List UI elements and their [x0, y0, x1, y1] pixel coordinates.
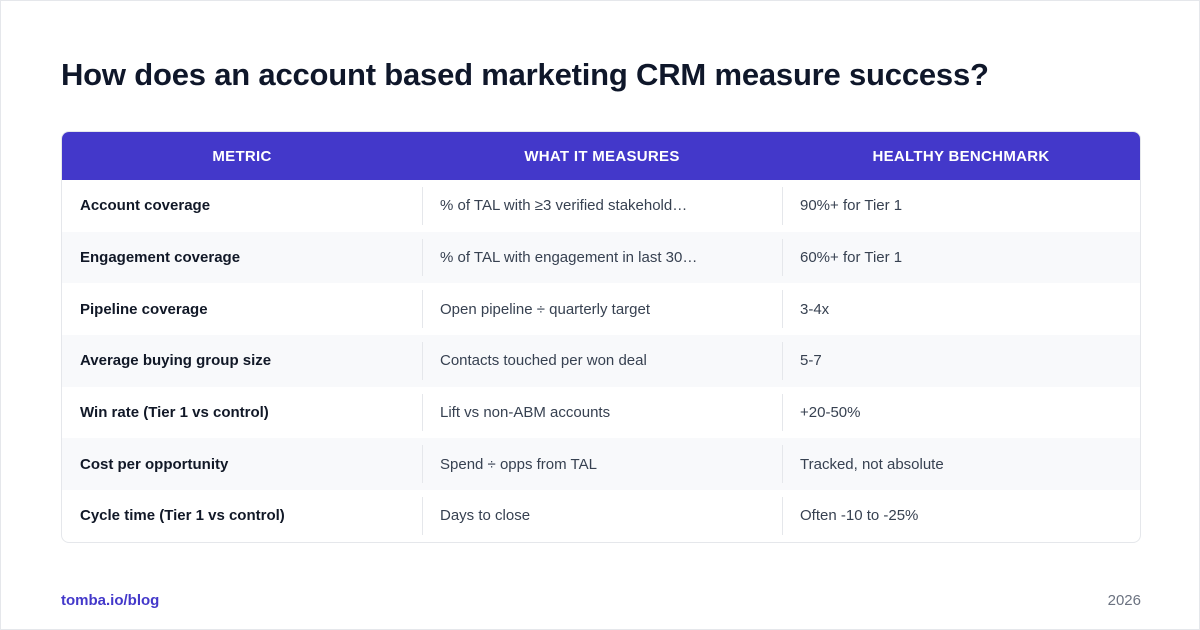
year-label: 2026: [1107, 592, 1141, 609]
benchmark-cell: Often -10 to -25%: [782, 490, 1140, 542]
table-row: Cost per opportunity Spend ÷ opps from T…: [62, 438, 1140, 491]
column-header-metric: METRIC: [212, 147, 272, 165]
table-row: Engagement coverage % of TAL with engage…: [62, 231, 1140, 284]
table-row: Pipeline coverage Open pipeline ÷ quarte…: [62, 283, 1140, 335]
metric-cell: Engagement coverage: [80, 249, 241, 267]
metric-cell: Account coverage: [80, 197, 211, 215]
metric-cell: Pipeline coverage: [80, 300, 208, 318]
metric-cell: Cost per opportunity: [80, 455, 229, 473]
measure-cell: Contacts touched per won deal: [422, 335, 782, 387]
benchmark-cell: 60%+ for Tier 1: [782, 232, 1140, 284]
measure-cell: Spend ÷ opps from TAL: [422, 438, 782, 490]
column-header-what-it-measures: WHAT IT MEASURES: [524, 147, 680, 165]
table-row: Cycle time (Tier 1 vs control) Days to c…: [62, 490, 1140, 542]
measure-cell: % of TAL with ≥3 verified stakehold…: [422, 180, 782, 232]
benchmark-cell: 5-7: [782, 335, 1140, 387]
metrics-table: METRIC WHAT IT MEASURES HEALTHY BENCHMAR…: [61, 131, 1141, 543]
measure-cell: Lift vs non-ABM accounts: [422, 387, 782, 439]
table-row: Win rate (Tier 1 vs control) Lift vs non…: [62, 387, 1140, 439]
benchmark-cell: 3-4x: [782, 283, 1140, 335]
benchmark-cell: Tracked, not absolute: [782, 438, 1140, 490]
blog-link[interactable]: tomba.io/blog: [61, 592, 160, 609]
table-row: Average buying group size Contacts touch…: [62, 335, 1140, 387]
metric-cell: Cycle time (Tier 1 vs control): [80, 507, 285, 525]
table-header-row: METRIC WHAT IT MEASURES HEALTHY BENCHMAR…: [62, 132, 1140, 180]
measure-cell: Open pipeline ÷ quarterly target: [422, 283, 782, 335]
measure-cell: Days to close: [422, 490, 782, 542]
table-row: Account coverage % of TAL with ≥3 verifi…: [62, 180, 1140, 232]
benchmark-cell: +20-50%: [782, 387, 1140, 439]
page-title: How does an account based marketing CRM …: [61, 57, 989, 92]
metric-cell: Average buying group size: [80, 352, 272, 370]
metric-cell: Win rate (Tier 1 vs control): [80, 404, 269, 422]
column-header-healthy-benchmark: HEALTHY BENCHMARK: [872, 147, 1050, 165]
measure-cell: % of TAL with engagement in last 30…: [422, 232, 782, 284]
benchmark-cell: 90%+ for Tier 1: [782, 180, 1140, 232]
